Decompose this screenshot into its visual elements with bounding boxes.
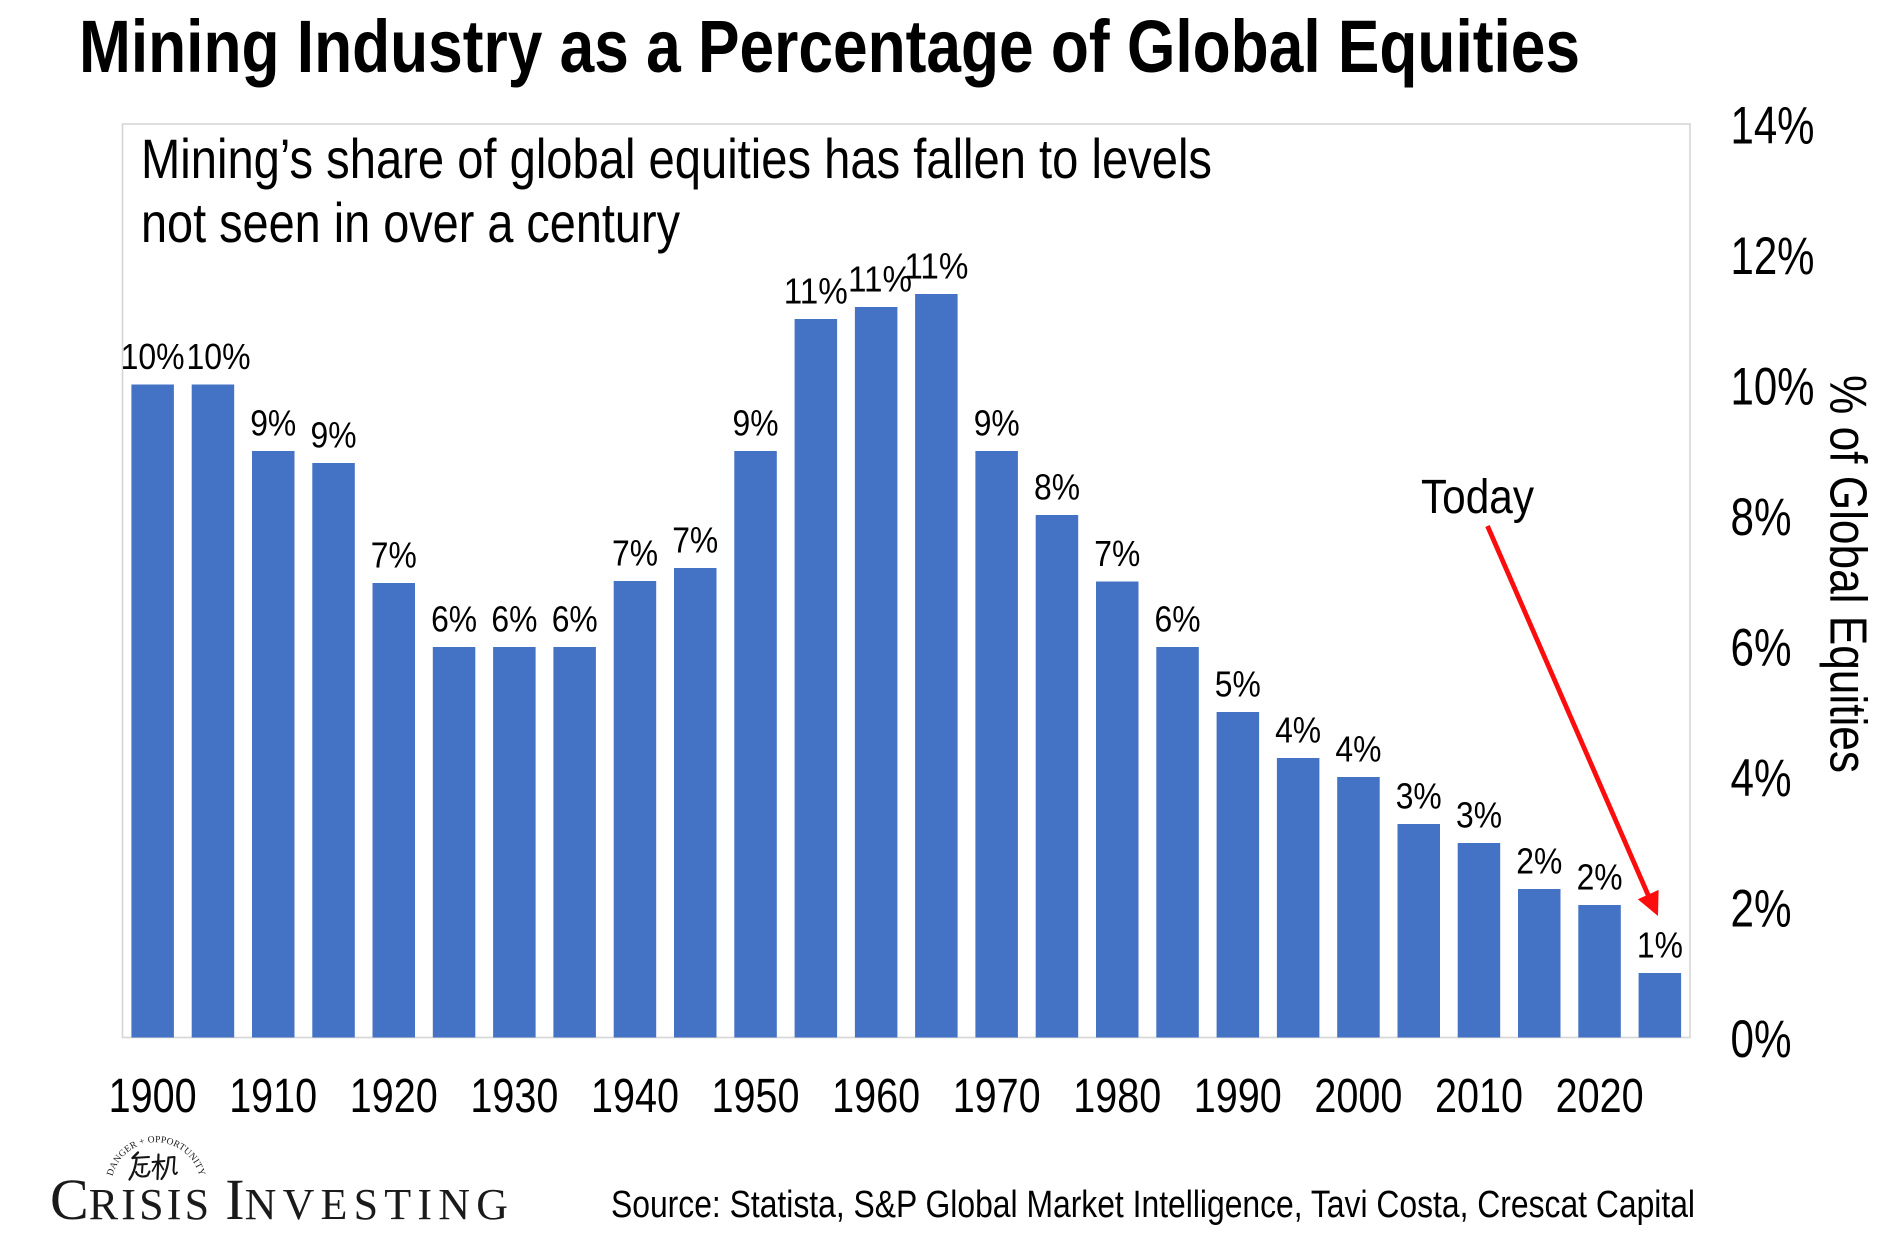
svg-text:7%: 7% (1094, 533, 1140, 574)
svg-text:1980: 1980 (1073, 1069, 1161, 1123)
svg-text:% of Global Equities: % of Global Equities (1820, 375, 1878, 773)
svg-text:2020: 2020 (1556, 1069, 1644, 1123)
svg-text:2%: 2% (1731, 879, 1792, 938)
svg-text:9%: 9% (311, 415, 357, 456)
svg-text:Mining Industry as a Percentag: Mining Industry as a Percentage of Globa… (79, 5, 1580, 88)
svg-text:9%: 9% (250, 403, 296, 444)
svg-text:2%: 2% (1516, 841, 1562, 882)
svg-text:8%: 8% (1731, 488, 1792, 547)
svg-text:9%: 9% (974, 403, 1020, 444)
svg-text:4%: 4% (1335, 729, 1381, 770)
svg-text:3%: 3% (1456, 795, 1502, 836)
svg-text:7%: 7% (371, 535, 417, 576)
svg-text:1930: 1930 (470, 1069, 558, 1123)
svg-text:1910: 1910 (229, 1069, 317, 1123)
svg-text:CRISIS INVESTING: CRISIS INVESTING (50, 1167, 514, 1232)
svg-text:14%: 14% (1731, 96, 1815, 155)
svg-text:6%: 6% (491, 599, 537, 640)
svg-text:7%: 7% (612, 533, 658, 574)
svg-text:12%: 12% (1731, 227, 1815, 286)
svg-text:Source: Statista, S&P Global M: Source: Statista, S&P Global Market Inte… (611, 1184, 1695, 1226)
svg-text:1960: 1960 (832, 1069, 920, 1123)
svg-text:8%: 8% (1034, 467, 1080, 508)
svg-text:10%: 10% (187, 336, 251, 377)
svg-text:1%: 1% (1637, 925, 1683, 966)
svg-text:6%: 6% (1731, 618, 1792, 677)
svg-text:1970: 1970 (953, 1069, 1041, 1123)
svg-text:4%: 4% (1731, 749, 1792, 808)
svg-text:Mining’s share of global equit: Mining’s share of global equities has fa… (141, 127, 1212, 190)
svg-text:6%: 6% (1155, 599, 1201, 640)
svg-text:7%: 7% (672, 520, 718, 561)
svg-text:11%: 11% (784, 271, 848, 312)
svg-text:1900: 1900 (109, 1069, 197, 1123)
svg-text:2%: 2% (1577, 857, 1623, 898)
svg-text:not seen in over a century: not seen in over a century (141, 191, 680, 254)
svg-text:1990: 1990 (1194, 1069, 1282, 1123)
svg-text:2010: 2010 (1435, 1069, 1523, 1123)
svg-text:11%: 11% (904, 246, 968, 287)
svg-text:0%: 0% (1731, 1010, 1792, 1069)
svg-text:1920: 1920 (350, 1069, 438, 1123)
svg-text:10%: 10% (121, 336, 185, 377)
svg-text:Today: Today (1421, 471, 1534, 524)
svg-text:4%: 4% (1275, 710, 1321, 751)
svg-text:2000: 2000 (1314, 1069, 1402, 1123)
svg-text:6%: 6% (431, 599, 477, 640)
svg-text:1940: 1940 (591, 1069, 679, 1123)
svg-text:9%: 9% (733, 403, 779, 444)
svg-text:6%: 6% (552, 599, 598, 640)
svg-text:10%: 10% (1731, 357, 1815, 416)
svg-text:11%: 11% (848, 259, 912, 300)
svg-text:5%: 5% (1215, 664, 1261, 705)
svg-text:1950: 1950 (712, 1069, 800, 1123)
svg-text:3%: 3% (1396, 776, 1442, 817)
